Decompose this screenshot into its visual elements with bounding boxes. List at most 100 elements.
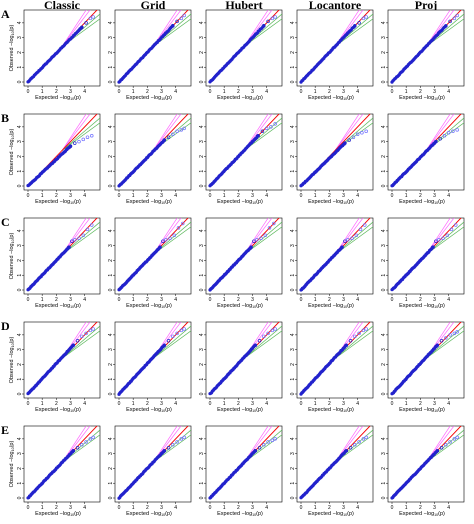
x-tick-label: 0 <box>27 401 30 407</box>
x-tick-label: 0 <box>300 505 303 511</box>
x-axis-label: Expected −log10(p) <box>126 303 172 309</box>
x-tick-label: 4 <box>265 89 268 95</box>
x-tick-label: 3 <box>433 401 436 407</box>
x-tick-label: 3 <box>342 89 345 95</box>
qq-tail-point <box>84 331 88 336</box>
y-tick-label: 3 <box>17 140 23 143</box>
qq-tail-point <box>171 443 175 447</box>
x-tick-label: 4 <box>447 401 450 407</box>
confidence-band-line <box>61 117 100 151</box>
qq-tail-point <box>266 331 270 336</box>
qq-tail-point <box>179 328 184 333</box>
qq-tail-point <box>451 129 455 134</box>
x-tick-label: 0 <box>209 401 212 407</box>
x-tick-label: 2 <box>55 193 58 199</box>
y-tick-label: 2 <box>17 363 23 366</box>
y-tick-label: 2 <box>381 51 387 54</box>
x-tick-label: 1 <box>41 193 44 199</box>
y-tick-label: 0 <box>17 184 23 187</box>
y-tick-label: 2 <box>381 155 387 158</box>
x-tick-label: 0 <box>118 401 121 407</box>
x-tick-label: 2 <box>146 401 149 407</box>
y-tick-label: 1 <box>17 170 23 173</box>
x-tick-label: 2 <box>146 297 149 303</box>
x-tick-label: 1 <box>41 297 44 303</box>
x-axis-label: Expected −log10(p) <box>126 511 172 517</box>
x-tick-label: 3 <box>69 193 72 199</box>
y-tick-label: 4 <box>199 229 205 232</box>
x-tick-label: 2 <box>419 505 422 511</box>
x-tick-label: 4 <box>83 505 86 511</box>
qq-tail-point <box>166 445 171 450</box>
x-tick-label: 3 <box>251 505 254 511</box>
row-label-b: B <box>1 111 9 125</box>
x-tick-label: 2 <box>55 297 58 303</box>
qq-tail-point <box>255 237 259 242</box>
y-tick-label: 1 <box>199 378 205 381</box>
x-tick-label: 2 <box>328 297 331 303</box>
qq-tail-point <box>267 226 272 230</box>
qq-tail-point <box>166 135 171 139</box>
qq-tail-point <box>179 128 184 132</box>
x-tick-label: 2 <box>146 89 149 95</box>
x-tick-label: 2 <box>146 193 149 199</box>
y-tick-label: 3 <box>290 140 296 143</box>
y-tick-label: 1 <box>17 378 23 381</box>
qq-tail-point <box>346 237 350 242</box>
qq-tail-point <box>452 331 457 336</box>
y-tick-label: 1 <box>290 482 296 485</box>
y-tick-label: 1 <box>290 378 296 381</box>
qq-tail-point <box>448 440 452 444</box>
qq-tail-point <box>273 437 277 441</box>
x-tick-label: 0 <box>118 89 121 95</box>
x-tick-label: 3 <box>69 89 72 95</box>
y-tick-label: 1 <box>17 66 23 69</box>
qq-tail-point <box>249 245 253 249</box>
x-tick-label: 0 <box>300 193 303 199</box>
qq-tail-point <box>439 445 444 450</box>
y-tick-label: 2 <box>108 51 114 54</box>
y-tick-label: 0 <box>290 288 296 291</box>
qq-tail-point <box>257 339 262 343</box>
qq-tail-point <box>441 236 445 241</box>
y-tick-label: 1 <box>381 170 387 173</box>
y-tick-label: 4 <box>17 437 23 440</box>
y-tick-label: 1 <box>17 274 23 277</box>
x-tick-label: 3 <box>433 193 436 199</box>
x-tick-label: 1 <box>132 297 135 303</box>
row-label-e: E <box>1 423 9 437</box>
qq-tail-point <box>162 448 167 453</box>
qq-tail-point <box>81 233 85 238</box>
qq-tail-point <box>343 141 347 145</box>
qq-tail-point <box>348 339 353 343</box>
column-title-classic: Classic <box>44 0 81 12</box>
qq-tail-point <box>446 131 451 135</box>
x-axis-label: Expected −log10(p) <box>399 303 445 309</box>
plot-frame <box>114 9 192 87</box>
x-tick-label: 2 <box>146 505 149 511</box>
qq-tail-point <box>171 24 175 28</box>
y-tick-label: 0 <box>17 392 23 395</box>
qq-tail-point <box>81 137 85 142</box>
qq-tail-point <box>269 125 273 129</box>
confidence-band-line <box>334 325 373 359</box>
qq-tail-point <box>262 443 266 447</box>
x-axis-label: Expected −log10(p) <box>308 199 354 205</box>
row-label-d: D <box>1 319 10 333</box>
x-tick-label: 2 <box>237 193 240 199</box>
confidence-band-line <box>152 114 182 151</box>
x-tick-label: 4 <box>447 89 450 95</box>
confidence-band-line <box>334 114 364 151</box>
x-tick-label: 2 <box>237 89 240 95</box>
x-axis-label: Expected −log10(p) <box>217 199 263 205</box>
qq-tail-point <box>354 233 359 238</box>
qq-tail-point <box>89 223 94 227</box>
x-axis-label: Expected −log10(p) <box>35 303 81 309</box>
